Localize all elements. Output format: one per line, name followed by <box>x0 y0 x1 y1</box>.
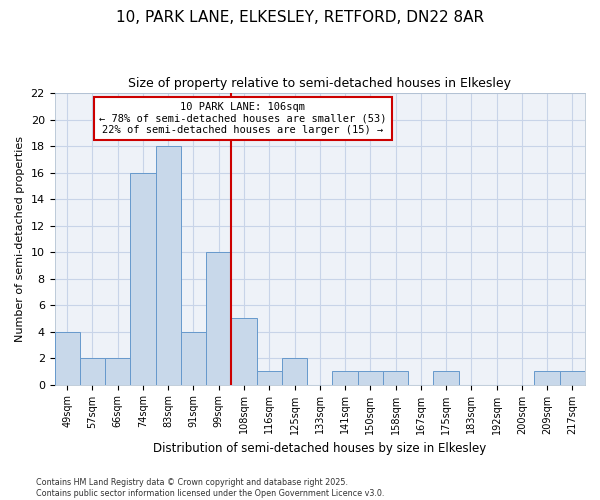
Title: Size of property relative to semi-detached houses in Elkesley: Size of property relative to semi-detach… <box>128 78 511 90</box>
Bar <box>383 372 408 384</box>
Bar <box>206 252 232 384</box>
Text: Contains HM Land Registry data © Crown copyright and database right 2025.
Contai: Contains HM Land Registry data © Crown c… <box>36 478 385 498</box>
Bar <box>257 372 282 384</box>
Bar <box>55 332 80 384</box>
Bar <box>155 146 181 384</box>
Bar <box>130 172 155 384</box>
Bar <box>332 372 358 384</box>
Bar <box>535 372 560 384</box>
Bar <box>105 358 130 384</box>
Bar <box>282 358 307 384</box>
Bar <box>433 372 458 384</box>
Text: 10 PARK LANE: 106sqm
← 78% of semi-detached houses are smaller (53)
22% of semi-: 10 PARK LANE: 106sqm ← 78% of semi-detac… <box>99 102 386 135</box>
Bar <box>80 358 105 384</box>
Text: 10, PARK LANE, ELKESLEY, RETFORD, DN22 8AR: 10, PARK LANE, ELKESLEY, RETFORD, DN22 8… <box>116 10 484 25</box>
Bar <box>181 332 206 384</box>
Bar <box>560 372 585 384</box>
Bar <box>232 318 257 384</box>
Y-axis label: Number of semi-detached properties: Number of semi-detached properties <box>15 136 25 342</box>
Bar <box>358 372 383 384</box>
X-axis label: Distribution of semi-detached houses by size in Elkesley: Distribution of semi-detached houses by … <box>153 442 487 455</box>
